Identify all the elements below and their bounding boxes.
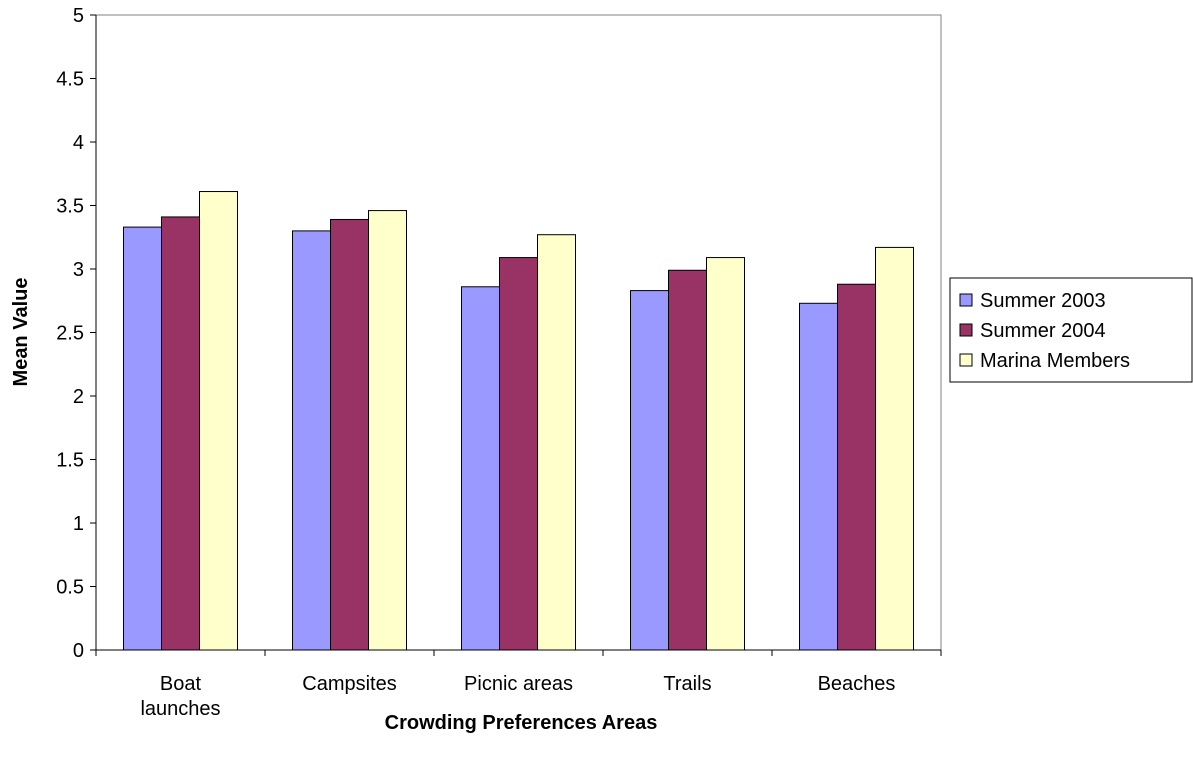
- legend-label: Summer 2003: [980, 290, 1106, 312]
- y-tick-label: 3: [73, 259, 84, 281]
- bar: [630, 290, 669, 651]
- bar: [537, 234, 576, 651]
- x-tick-label: Boat launches: [140, 673, 220, 720]
- y-tick-label: 0: [73, 640, 84, 662]
- y-tick-label: 0.5: [56, 577, 84, 599]
- bar: [461, 286, 500, 651]
- y-axis-title: Mean Value: [10, 278, 32, 387]
- bar: [706, 257, 745, 651]
- x-axis: Boat launches Campsites Picnic areas Trails B…: [95, 649, 942, 720]
- x-tick-label: Campsites: [302, 673, 396, 695]
- bar: [368, 210, 407, 651]
- bar: [875, 246, 914, 651]
- bar: [292, 230, 331, 651]
- legend-label: Summer 2004: [980, 320, 1106, 342]
- bar: [330, 218, 369, 651]
- bar: [123, 226, 162, 651]
- bar: [499, 257, 538, 651]
- y-axis: 0 0.5 1 1.5 2 2.5 3 3.5 4 4.5 5: [56, 5, 97, 662]
- y-tick-label: 5: [73, 5, 84, 27]
- legend-swatch: [959, 323, 973, 337]
- bar: [799, 302, 838, 651]
- bar: [837, 283, 876, 651]
- y-tick-label: 3.5: [56, 196, 84, 218]
- bars-group: [123, 191, 914, 651]
- legend: Summer 2003 Summer 2004 Marina Members: [949, 277, 1193, 383]
- y-tick-label: 1.5: [56, 450, 84, 472]
- legend-swatch: [959, 353, 973, 367]
- y-tick-label: 2.5: [56, 323, 84, 345]
- x-tick-label: Beaches: [818, 673, 896, 695]
- x-axis-title: Crowding Preferences Areas: [385, 712, 658, 734]
- legend-label: Marina Members: [980, 350, 1130, 372]
- y-tick-label: 4.5: [56, 69, 84, 91]
- legend-swatch: [959, 293, 973, 307]
- legend-box: [949, 277, 1193, 383]
- x-tick-label: Picnic areas: [464, 673, 573, 695]
- y-tick-label: 4: [73, 132, 84, 154]
- y-tick-label: 1: [73, 513, 84, 535]
- x-tick-label: Trails: [663, 673, 711, 695]
- y-tick-label: 2: [73, 386, 84, 408]
- bar: [161, 216, 200, 651]
- bar: [668, 269, 707, 651]
- bar: [199, 191, 238, 651]
